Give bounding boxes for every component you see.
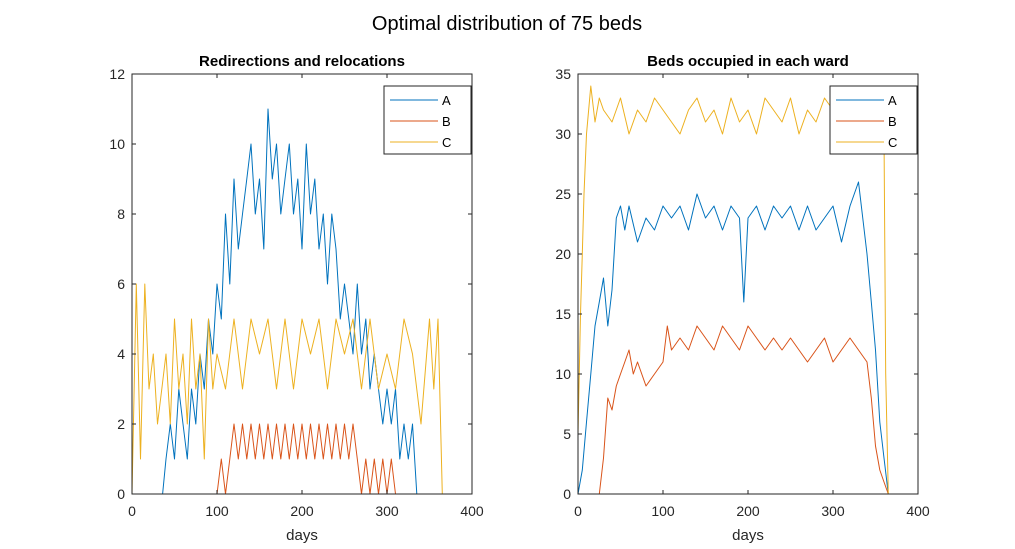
x-tick-label: 300 [821,503,845,519]
legend-box [829,85,918,155]
series-line-b [132,423,443,494]
x-tick-label: 300 [375,503,399,519]
x-tick-label: 0 [574,503,582,519]
x-tick-label: 400 [460,503,484,519]
legend-label-b: B [442,114,451,129]
y-tick-label: 35 [555,66,571,82]
panel-title: Redirections and relocations [199,53,405,70]
series-line-a [578,181,889,494]
panel-title: Beds occupied in each ward [647,53,849,70]
y-tick-label: 5 [563,426,571,442]
y-tick-label: 0 [117,486,125,502]
legend-label-a: A [442,93,451,108]
y-tick-label: 6 [117,276,125,292]
series-line-b [578,325,889,494]
y-tick-label: 0 [563,486,571,502]
x-tick-label: 100 [205,503,229,519]
legend-label-b: B [888,114,897,129]
y-tick-label: 12 [109,66,125,82]
series-line-c [132,283,443,494]
y-tick-label: 25 [555,186,571,202]
figure-title: Optimal distribution of 75 beds [372,13,642,35]
x-tick-label: 100 [651,503,675,519]
y-tick-label: 10 [555,366,571,382]
y-tick-label: 20 [555,246,571,262]
x-tick-label: 400 [906,503,930,519]
legend: ABC [383,85,472,155]
legend: ABC [829,85,918,155]
legend-label-a: A [888,93,897,108]
y-tick-label: 30 [555,126,571,142]
x-axis-label: days [286,527,318,544]
x-axis-label: days [732,527,764,544]
legend-label-c: C [888,135,897,150]
legend-label-c: C [442,135,451,150]
x-tick-label: 200 [290,503,314,519]
y-tick-label: 8 [117,206,125,222]
y-tick-label: 15 [555,306,571,322]
beds-occupied-panel: Beds occupied in each ward 0 100 200 300 400 0… [555,53,929,544]
x-tick-label: 200 [736,503,760,519]
y-tick-label: 10 [109,136,125,152]
legend-box [383,85,472,155]
y-tick-label: 2 [117,416,125,432]
y-tick-label: 4 [117,346,125,362]
x-tick-label: 0 [128,503,136,519]
